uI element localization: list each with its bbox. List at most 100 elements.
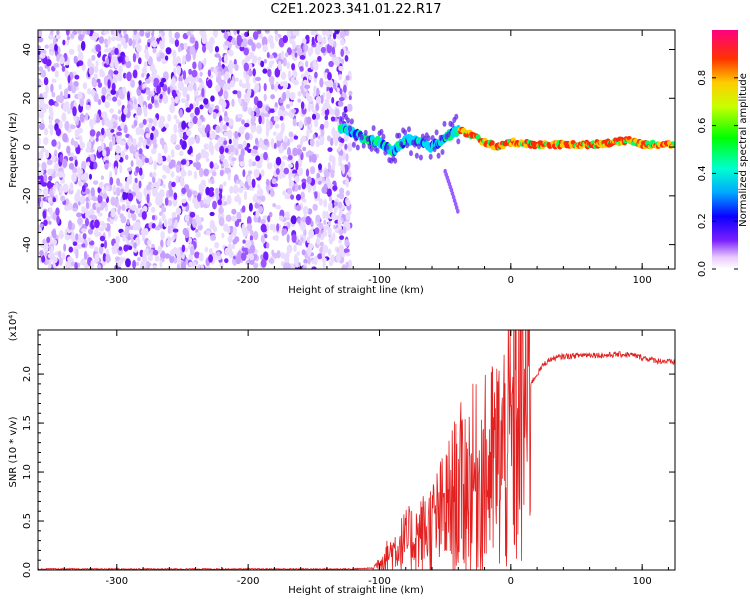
noise-blob	[194, 199, 199, 205]
noise-blob	[185, 160, 190, 167]
noise-blob	[258, 205, 264, 214]
noise-blob	[345, 75, 350, 81]
signal-halo	[351, 141, 356, 148]
noise-blob	[187, 149, 192, 155]
noise-blob	[345, 213, 350, 221]
noise-blob	[282, 155, 288, 160]
noise-blob	[232, 90, 238, 95]
noise-blob	[319, 77, 324, 88]
noise-blob	[91, 54, 96, 61]
noise-blob	[172, 247, 178, 254]
noise-blob	[155, 195, 160, 206]
noise-blob	[61, 65, 66, 72]
noise-blob	[273, 115, 280, 122]
noise-blob	[232, 227, 238, 233]
noise-blob	[212, 112, 217, 120]
noise-blob	[300, 237, 304, 242]
noise-blob	[305, 92, 310, 100]
noise-blob	[170, 133, 177, 144]
noise-blob	[102, 192, 108, 200]
noise-blob	[219, 145, 225, 155]
noise-blob	[114, 154, 121, 161]
noise-blob	[132, 38, 136, 49]
noise-blob	[282, 110, 288, 117]
noise-blob	[336, 87, 340, 93]
noise-blob	[135, 191, 139, 196]
noise-blob	[297, 47, 303, 56]
noise-blob	[265, 123, 271, 132]
noise-blob	[167, 114, 172, 122]
noise-blob	[171, 235, 175, 242]
noise-blob	[125, 55, 129, 63]
noise-blob	[49, 110, 54, 119]
noise-blob	[236, 30, 240, 35]
noise-blob	[215, 84, 221, 92]
noise-blob	[267, 68, 272, 78]
noise-blob	[66, 39, 70, 46]
noise-blob	[299, 66, 304, 72]
noise-blob	[326, 43, 332, 54]
noise-blob	[338, 155, 343, 163]
noise-blob	[85, 217, 89, 227]
noise-blob	[200, 179, 206, 189]
noise-blob	[324, 108, 330, 116]
noise-blob	[311, 153, 317, 163]
noise-blob	[246, 55, 250, 61]
noise-blob	[141, 211, 147, 220]
noise-blob	[217, 137, 222, 147]
noise-blob	[66, 36, 70, 41]
noise-blob	[101, 118, 106, 126]
noise-blob	[242, 169, 246, 178]
noise-blob	[44, 128, 49, 136]
noise-blob	[63, 88, 69, 98]
noise-blob	[253, 262, 259, 269]
noise-blob	[168, 180, 173, 191]
noise-blob	[56, 54, 60, 63]
y-tick-label: 0	[22, 144, 33, 150]
noise-blob	[274, 106, 278, 112]
noise-blob	[298, 120, 304, 129]
noise-blob	[99, 235, 106, 242]
noise-blob	[182, 87, 188, 98]
noise-blob	[344, 55, 349, 62]
noise-blob	[118, 246, 123, 251]
noise-blob	[109, 108, 114, 114]
noise-blob	[321, 250, 326, 260]
noise-blob	[59, 185, 64, 195]
noise-blob	[208, 191, 215, 197]
noise-blob	[125, 258, 131, 268]
noise-blob	[66, 260, 71, 269]
noise-blob	[75, 248, 79, 259]
noise-blob	[314, 191, 318, 199]
noise-blob	[286, 244, 293, 254]
noise-blob	[223, 181, 227, 187]
noise-blob	[207, 69, 212, 77]
noise-blob	[189, 112, 195, 118]
noise-blob	[311, 36, 315, 46]
noise-blob	[239, 79, 243, 87]
noise-blob	[219, 262, 224, 268]
noise-blob	[340, 38, 345, 46]
noise-blob	[186, 93, 190, 102]
noise-blob	[45, 259, 50, 265]
noise-blob	[39, 52, 46, 59]
noise-blob	[242, 104, 248, 112]
noise-blob	[104, 101, 110, 109]
noise-blob	[95, 44, 102, 53]
noise-blob	[307, 247, 312, 257]
noise-blob	[342, 225, 347, 234]
noise-blob	[130, 79, 135, 88]
signal-halo	[432, 146, 437, 153]
noise-blob	[62, 183, 69, 193]
noise-blob	[128, 225, 135, 230]
noise-blob	[348, 90, 353, 96]
noise-blob	[93, 92, 99, 103]
signal-halo	[450, 121, 455, 128]
colorbar-label: Normalized spectral amplitude	[738, 73, 749, 227]
noise-blob	[340, 164, 345, 171]
noise-blob	[317, 55, 322, 62]
noise-blob	[180, 176, 184, 184]
noise-blob	[88, 228, 93, 235]
noise-blob	[177, 46, 182, 53]
noise-blob	[246, 216, 252, 226]
